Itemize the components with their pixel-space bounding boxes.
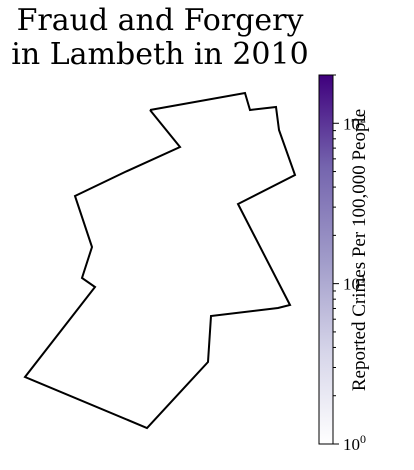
tick-label-exponent: 0 bbox=[360, 432, 366, 446]
tick-label-exponent: 1 bbox=[360, 272, 366, 286]
colorbar-gradient bbox=[318, 74, 334, 445]
tick-label-base: 10 bbox=[343, 435, 360, 454]
tick-label-exponent: 2 bbox=[360, 111, 366, 125]
colorbar-tick-label: 102 bbox=[343, 111, 366, 133]
colorbar-tick-label: 100 bbox=[343, 432, 366, 454]
borough-map bbox=[23, 91, 297, 430]
map-title: Fraud and Forgery in Lambeth in 2010 bbox=[0, 4, 320, 72]
tick-label-base: 10 bbox=[343, 114, 360, 133]
tick-label-base: 10 bbox=[343, 275, 360, 294]
title-line-1: Fraud and Forgery bbox=[16, 3, 304, 38]
colorbar-tick-label: 101 bbox=[343, 272, 366, 294]
title-line-2: in Lambeth in 2010 bbox=[11, 37, 309, 72]
colorbar-label: Reported Crimes Per 100,000 People bbox=[349, 108, 370, 392]
lambeth-boundary bbox=[23, 91, 297, 430]
